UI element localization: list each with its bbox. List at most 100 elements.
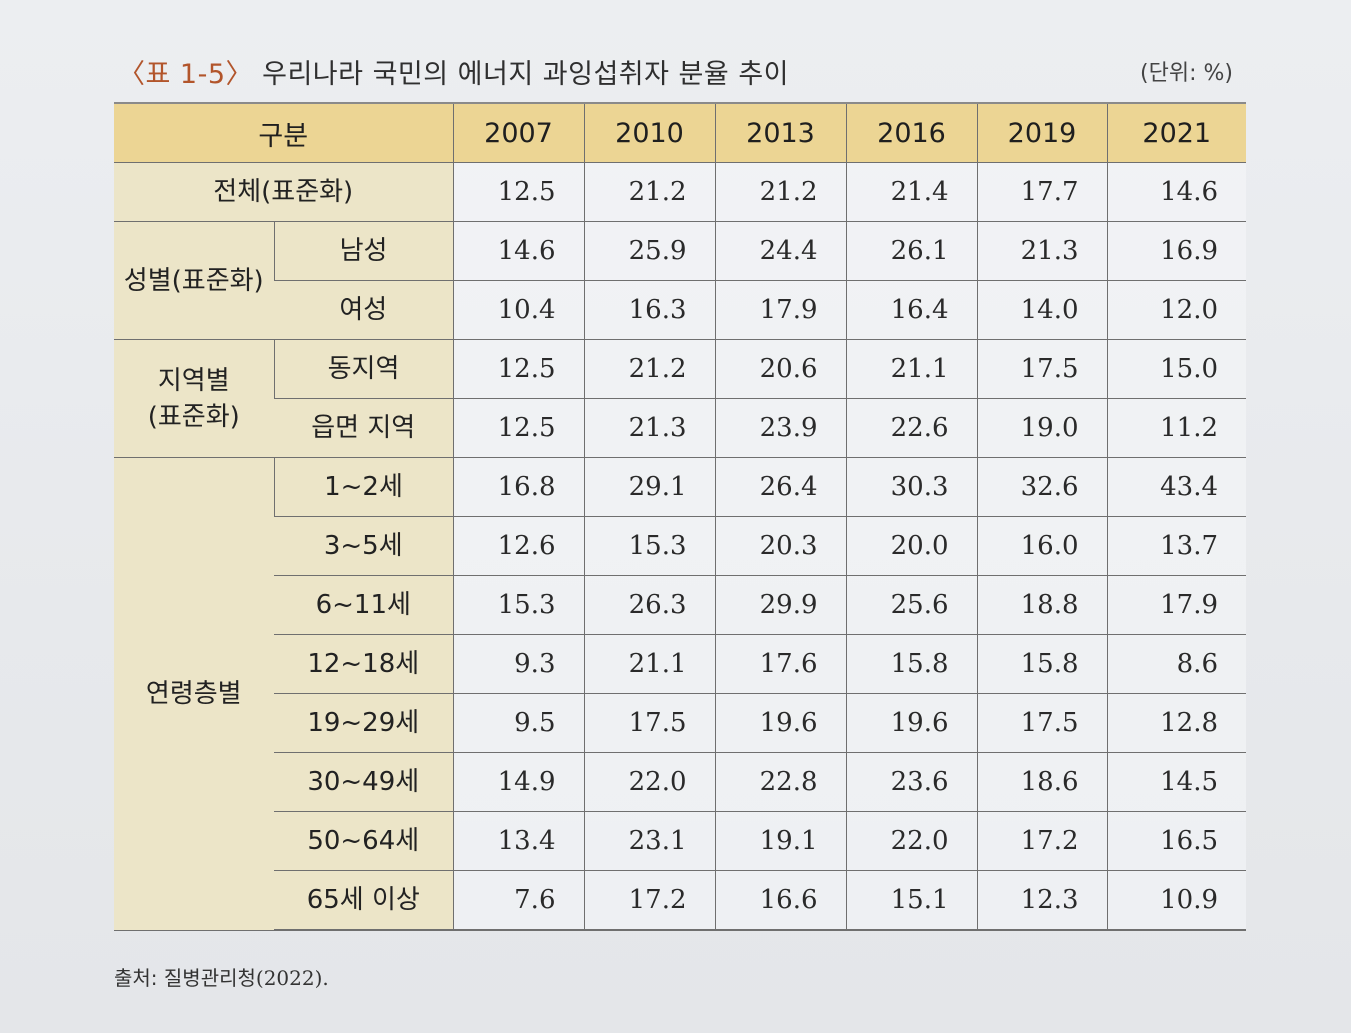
value-cell: 17.7: [976, 162, 1107, 222]
value-cell: 32.6: [976, 457, 1107, 517]
table-row: 3~5세 12.6 15.3 20.3 20.0 16.0 13.7: [114, 516, 1246, 576]
row-label: 50~64세: [274, 811, 453, 871]
value-cell: 15.3: [583, 516, 715, 576]
value-cell: 22.0: [845, 811, 977, 871]
value-cell: 26.4: [714, 457, 846, 517]
value-cell: 21.3: [583, 398, 715, 458]
table-caption: 〈표 1-5〉 우리나라 국민의 에너지 과잉섭취자 분율 추이 (단위: %): [118, 50, 1233, 90]
value-cell: 23.9: [714, 398, 846, 458]
value-cell: 17.5: [583, 693, 715, 753]
value-cell: 26.1: [845, 221, 977, 281]
value-cell: 25.9: [583, 221, 715, 281]
value-cell: 21.4: [845, 162, 977, 222]
value-cell: 24.4: [714, 221, 846, 281]
value-cell: 16.9: [1106, 221, 1246, 281]
value-cell: 19.1: [714, 811, 846, 871]
header-year: 2013: [714, 102, 846, 163]
value-cell: 21.3: [976, 221, 1107, 281]
table-row: 12~18세 9.3 21.1 17.6 15.8 15.8 8.6: [114, 634, 1246, 694]
value-cell: 17.5: [976, 339, 1107, 399]
value-cell: 12.0: [1106, 280, 1246, 340]
value-cell: 8.6: [1106, 634, 1246, 694]
value-cell: 9.5: [452, 693, 584, 753]
row-label-total: 전체(표준화): [114, 162, 453, 222]
value-cell: 43.4: [1106, 457, 1246, 517]
table-row: 연령층별 1~2세 16.8 29.1 26.4 30.3 32.6 43.4: [114, 457, 1246, 931]
value-cell: 21.1: [845, 339, 977, 399]
value-cell: 12.3: [976, 870, 1107, 931]
value-cell: 21.2: [714, 162, 846, 222]
table-row: 성별(표준화) 남성 14.6 25.9 24.4 26.1 21.3 16.9: [114, 221, 1246, 340]
value-cell: 20.6: [714, 339, 846, 399]
table-title-text: 우리나라 국민의 에너지 과잉섭취자 분율 추이: [262, 59, 789, 90]
value-cell: 15.8: [845, 634, 977, 694]
value-cell: 12.5: [452, 339, 584, 399]
value-cell: 16.3: [583, 280, 715, 340]
value-cell: 13.4: [452, 811, 584, 871]
value-cell: 14.9: [452, 752, 584, 812]
value-cell: 9.3: [452, 634, 584, 694]
value-cell: 22.6: [845, 398, 977, 458]
row-label: 19~29세: [274, 693, 453, 753]
value-cell: 19.6: [714, 693, 846, 753]
value-cell: 15.0: [1106, 339, 1246, 399]
value-cell: 23.6: [845, 752, 977, 812]
header-year: 2016: [845, 102, 977, 163]
group-label-region: 지역별 (표준화): [114, 339, 274, 458]
value-cell: 14.0: [976, 280, 1107, 340]
value-cell: 14.6: [1106, 162, 1246, 222]
row-label: 6~11세: [274, 575, 453, 635]
value-cell: 16.0: [976, 516, 1107, 576]
row-label: 여성: [274, 280, 453, 340]
value-cell: 14.5: [1106, 752, 1246, 812]
value-cell: 12.5: [452, 162, 584, 222]
value-cell: 30.3: [845, 457, 977, 517]
value-cell: 13.7: [1106, 516, 1246, 576]
value-cell: 20.0: [845, 516, 977, 576]
header-category: 구분: [114, 102, 453, 163]
value-cell: 19.6: [845, 693, 977, 753]
source-prefix: 출처: 질병관리청: [114, 966, 256, 990]
row-label: 동지역: [273, 339, 453, 399]
value-cell: 7.6: [452, 870, 584, 931]
value-cell: 17.9: [714, 280, 846, 340]
value-cell: 29.1: [583, 457, 715, 517]
energy-overconsumption-table: 구분 2007 2010 2013 2016 2019 2021 전체(표준화)…: [114, 102, 1246, 931]
table-row: 읍면 지역 12.5 21.3 23.9 22.6 19.0 11.2: [114, 398, 1246, 458]
value-cell: 12.6: [452, 516, 584, 576]
unit-label: (단위: %): [1140, 61, 1233, 86]
value-cell: 12.8: [1106, 693, 1246, 753]
value-cell: 16.6: [714, 870, 846, 931]
source-note: 출처: 질병관리청(2022).: [114, 962, 329, 991]
value-cell: 17.2: [976, 811, 1107, 871]
group-label-region-line2: (표준화): [147, 401, 240, 432]
value-cell: 19.0: [976, 398, 1107, 458]
value-cell: 15.1: [845, 870, 977, 931]
header-year: 2007: [452, 102, 584, 163]
table-title: 〈표 1-5〉 우리나라 국민의 에너지 과잉섭취자 분율 추이: [118, 52, 789, 91]
value-cell: 16.4: [845, 280, 977, 340]
header-row: 구분 2007 2010 2013 2016 2019 2021: [114, 102, 1246, 163]
value-cell: 18.8: [976, 575, 1107, 635]
value-cell: 22.8: [714, 752, 846, 812]
value-cell: 17.6: [714, 634, 846, 694]
value-cell: 21.2: [583, 162, 715, 222]
value-cell: 15.3: [452, 575, 584, 635]
group-label-sex: 성별(표준화): [114, 221, 274, 340]
group-label-age: 연령층별: [114, 457, 274, 931]
value-cell: 17.9: [1106, 575, 1246, 635]
header-year: 2019: [976, 102, 1107, 163]
row-label: 30~49세: [274, 752, 453, 812]
row-label: 3~5세: [274, 516, 453, 576]
value-cell: 22.0: [583, 752, 715, 812]
table-number: 〈표 1-5〉: [118, 59, 254, 90]
value-cell: 16.8: [452, 457, 584, 517]
value-cell: 18.6: [976, 752, 1107, 812]
value-cell: 23.1: [583, 811, 715, 871]
source-year: (2022).: [255, 966, 329, 990]
table-row: 여성 10.4 16.3 17.9 16.4 14.0 12.0: [114, 280, 1246, 340]
header-year: 2021: [1106, 102, 1246, 163]
value-cell: 10.9: [1106, 870, 1246, 931]
value-cell: 10.4: [452, 280, 584, 340]
value-cell: 25.6: [845, 575, 977, 635]
